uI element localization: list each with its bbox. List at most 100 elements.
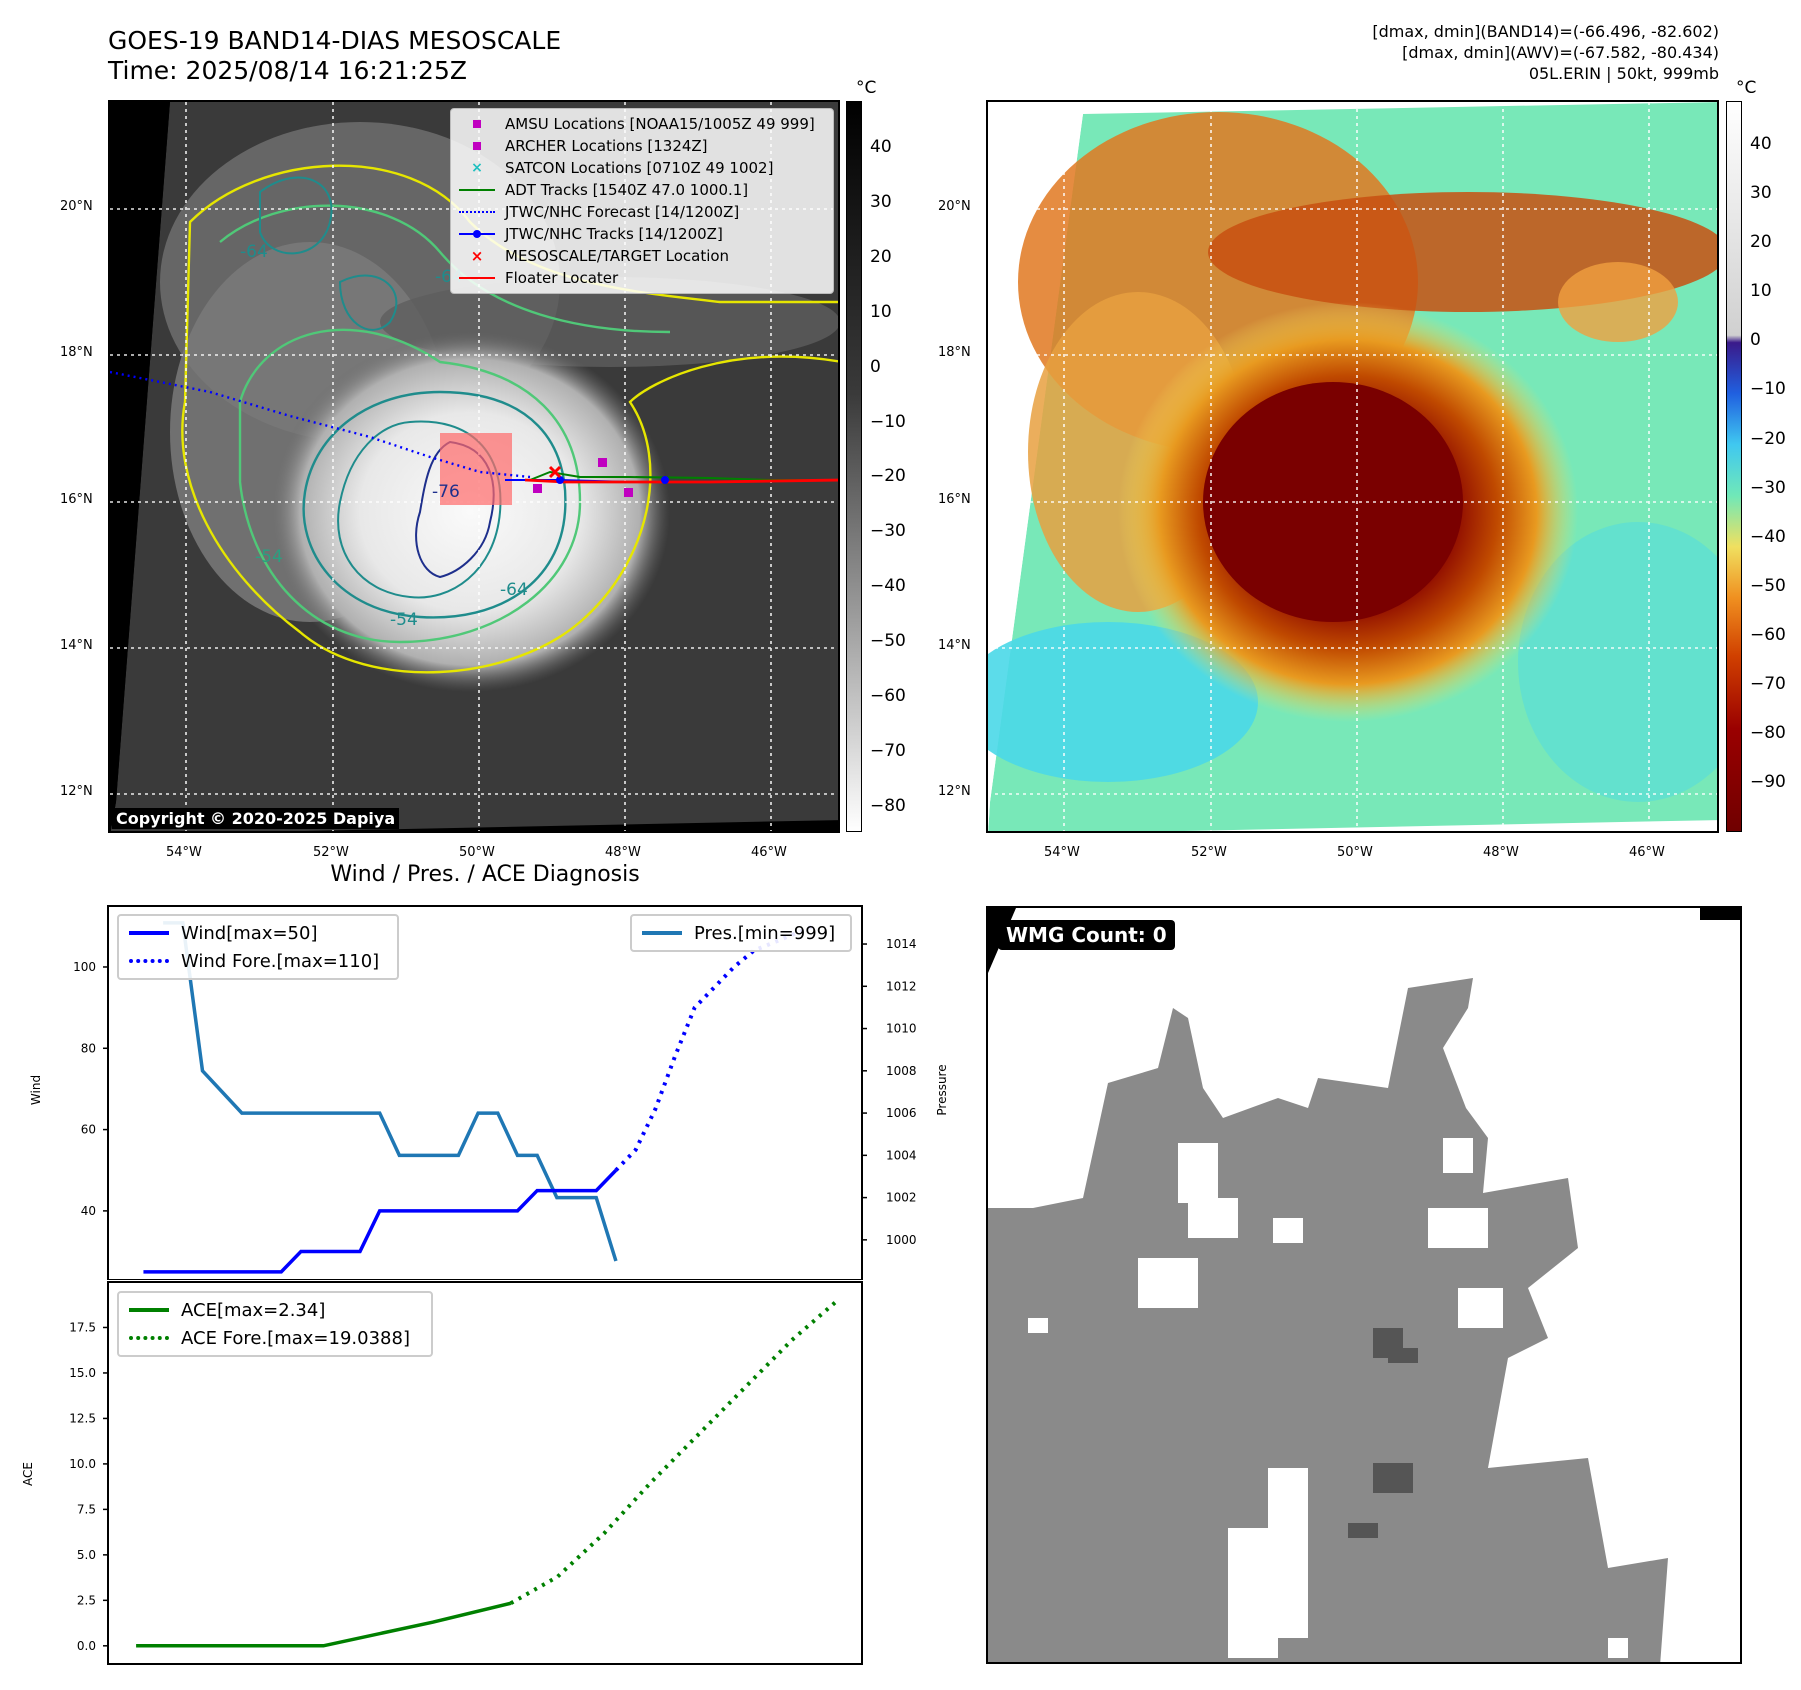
ace-tick-label: 12.5 [69,1411,96,1425]
contour-label: -54 [390,610,418,630]
wind-pressure-chart: Wind Pressure 40 60 80 100 1000 1002 1004 1006… [29,905,949,1280]
lat-label: 14°N [938,638,971,653]
contour-label: -76 [432,482,460,502]
contour-label: -54 [255,547,283,567]
wmg-count-badge: WMG Count: 0 [998,920,1175,950]
legend-entry-wind: Wind[max=50] [129,919,387,947]
legend-label: JTWC/NHC Tracks [14/1200Z] [505,225,723,243]
lat-label: 14°N [60,638,93,653]
ir-colorbar-tick: −60 [870,686,906,707]
target-x-icon: × [470,247,484,265]
ace-dotted-line-icon [129,1336,169,1340]
ir-legend: AMSU Locations [NOAA15/1005Z 49 999] ARC… [450,108,834,294]
ir-satellite-panel: -54 -64 -54 -64 -76 -64 AMSU Locations [… [108,100,840,833]
ace-forecast-series-line [509,1297,840,1605]
pressure-tick-label: 1008 [886,1064,917,1078]
ir-colorbar-tick: −20 [870,466,906,487]
wind-tick-label: 40 [81,1204,96,1218]
ace-axis-label: ACE [21,1462,35,1486]
legend-entry-satcon: × SATCON Locations [0710Z 49 1002] [459,157,825,179]
legend-entry-floater: Floater Locater [459,267,825,289]
awv-satellite-image [988,102,1717,831]
storm-info: 05L.ERIN | 50kt, 999mb [1528,64,1719,83]
lat-label: 20°N [60,199,93,214]
lon-label: 50°W [459,845,495,860]
ir-colorbar [846,101,862,832]
archer-marker-icon [459,139,495,153]
lon-label: 54°W [166,845,202,860]
lon-label: 50°W [1337,845,1373,860]
lon-label: 46°W [1629,845,1665,860]
lon-label: 48°W [605,845,641,860]
legend-label: Wind[max=50] [181,922,318,944]
awv-colorbar-tick: 10 [1750,281,1772,302]
wind-chart-frame [107,905,863,1280]
wmg-panel: WMG Count: 0 [986,906,1742,1664]
wmg-mask-image [988,908,1740,1662]
contour-label: -64 [240,242,268,262]
awv-colorbar-tick: −10 [1750,379,1786,400]
wind-tick-label: 60 [81,1123,96,1137]
lon-label: 52°W [313,845,349,860]
wind-tick-label: 100 [73,960,96,974]
dmax-awv-info: [dmax, dmin](AWV)=(-67.582, -80.434) [1402,43,1719,62]
ace-chart-frame [107,1281,863,1665]
awv-colorbar-tick: −60 [1750,624,1786,645]
ace-tick-label: 17.5 [69,1320,96,1334]
lat-label: 12°N [938,784,971,799]
legend-label: Floater Locater [505,269,619,287]
contour-label: -64 [500,580,528,600]
lon-label: 52°W [1191,845,1227,860]
awv-colorbar-tick: 40 [1750,134,1772,155]
legend-label: JTWC/NHC Forecast [14/1200Z] [505,203,740,221]
ir-colorbar-unit: °C [856,78,877,98]
lon-label: 48°W [1483,845,1519,860]
dmax-band14-info: [dmax, dmin](BAND14)=(-66.496, -82.602) [1372,22,1719,41]
lat-label: 16°N [938,492,971,507]
pressure-line-icon [642,931,682,935]
legend-label: Wind Fore.[max=110] [181,950,380,972]
lat-label: 20°N [938,199,971,214]
ir-colorbar-tick: 10 [870,301,892,322]
wind-forecast-series-line [614,924,814,1172]
legend-label: AMSU Locations [NOAA15/1005Z 49 999] [505,115,815,133]
ace-tick-label: 15.0 [69,1366,96,1380]
awv-colorbar-tick: −30 [1750,477,1786,498]
awv-colorbar-unit: °C [1736,78,1757,98]
figure-timestamp: Time: 2025/08/14 16:21:25Z [108,56,467,85]
wind-axis-label: Wind [29,1075,43,1105]
pressure-tick-label: 1000 [886,1233,917,1247]
ace-tick-label: 5.0 [77,1548,96,1562]
ace-chart: ACE 0.0 2.5 5.0 7.5 10.0 12.5 15.0 17.5 [21,1281,863,1665]
ace-tick-label: 7.5 [77,1502,96,1516]
legend-entry-ace: ACE[max=2.34] [129,1296,421,1324]
legend-label: ACE Fore.[max=19.0388] [181,1327,410,1349]
satcon-x-icon: × [471,160,483,176]
ir-colorbar-tick: −80 [870,796,906,817]
pressure-legend: Pres.[min=999] [630,914,852,952]
legend-entry-pressure: Pres.[min=999] [642,919,840,947]
ir-colorbar-tick: 0 [870,356,881,377]
wind-dotted-line-icon [129,959,169,963]
legend-label: MESOSCALE/TARGET Location [505,247,730,265]
ace-tick-label: 0.0 [77,1639,96,1653]
lon-label: 54°W [1044,845,1080,860]
ace-tick-label: 10.0 [69,1457,96,1471]
pressure-tick-label: 1014 [886,937,917,951]
lon-label: 46°W [751,845,787,860]
lat-label: 18°N [938,345,971,360]
lat-label: 12°N [60,784,93,799]
awv-colorbar-tick: 0 [1750,330,1761,351]
wind-series-line [143,1169,618,1274]
pressure-tick-label: 1012 [886,979,917,993]
awv-colorbar-tick: 30 [1750,183,1772,204]
pressure-tick-label: 1006 [886,1106,917,1120]
lat-label: 16°N [60,492,93,507]
ir-colorbar-tick: 40 [870,136,892,157]
awv-colorbar-tick: −50 [1750,575,1786,596]
legend-label: ADT Tracks [1540Z 47.0 1000.1] [505,181,749,199]
awv-colorbar-tick: 20 [1750,232,1772,253]
ir-colorbar-tick: −70 [870,741,906,762]
lat-label: 18°N [60,345,93,360]
legend-label: Pres.[min=999] [694,922,836,944]
